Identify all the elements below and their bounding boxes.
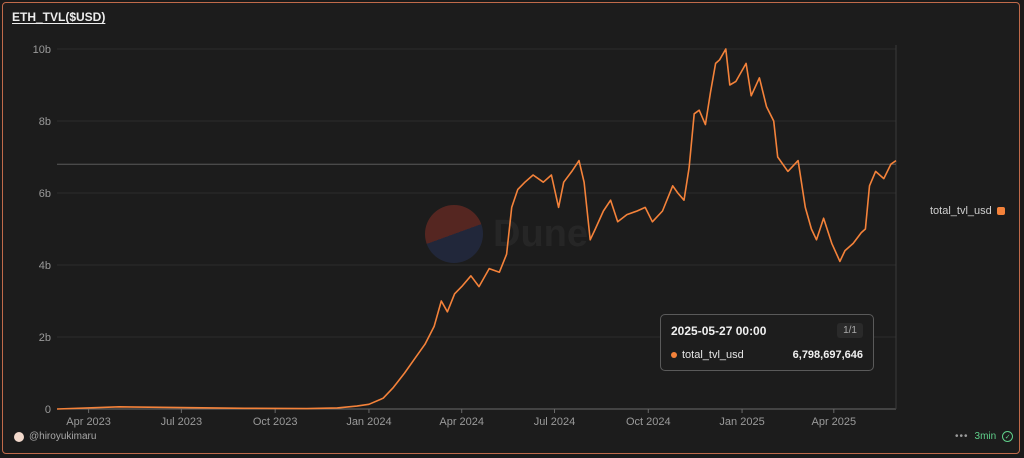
series-line-total-tvl-usd [56,48,897,410]
tooltip-time: 2025-05-27 00:00 [671,323,767,338]
y-tick-label: 2b [39,332,51,344]
author[interactable]: @hiroyukimaru [14,431,96,442]
tooltip-value: 6,798,697,646 [792,349,863,361]
x-tick-label: Apr 2025 [811,416,856,428]
legend-label: total_tvl_usd [930,205,992,217]
legend[interactable]: total_tvl_usd [930,205,1005,217]
author-name: @hiroyukimaru [29,431,97,442]
series-dot-icon [671,352,677,358]
x-tick-label: Oct 2024 [626,416,671,428]
x-tick-label: Jul 2024 [534,416,576,428]
tooltip-series: total_tvl_usd [671,349,744,361]
y-tick-label: 4b [39,260,51,272]
refresh-status[interactable]: ••• 3min ✓ [955,431,1014,442]
tooltip-series-name: total_tvl_usd [682,349,744,361]
refresh-time: 3min [974,431,997,442]
x-tick-label: Jul 2023 [161,416,203,428]
tooltip: 2025-05-27 00:00 1/1 total_tvl_usd 6,798… [660,314,874,371]
y-tick-label: 10b [33,44,51,56]
check-icon: ✓ [1002,431,1014,442]
y-tick-label: 6b [39,188,51,200]
avatar [14,431,24,442]
x-tick-label: Jan 2025 [719,416,764,428]
chart-title[interactable]: ETH_TVL($USD) [12,10,106,24]
x-tick-label: Jan 2024 [346,416,391,428]
x-tick-label: Oct 2023 [253,416,298,428]
y-tick-label: 0 [45,404,51,416]
more-dots-icon[interactable]: ••• [955,431,969,442]
tooltip-page: 1/1 [837,323,863,338]
x-tick-label: Apr 2023 [66,416,111,428]
x-tick-label: Apr 2024 [439,416,484,428]
legend-swatch [996,207,1005,215]
y-tick-label: 8b [39,116,51,128]
